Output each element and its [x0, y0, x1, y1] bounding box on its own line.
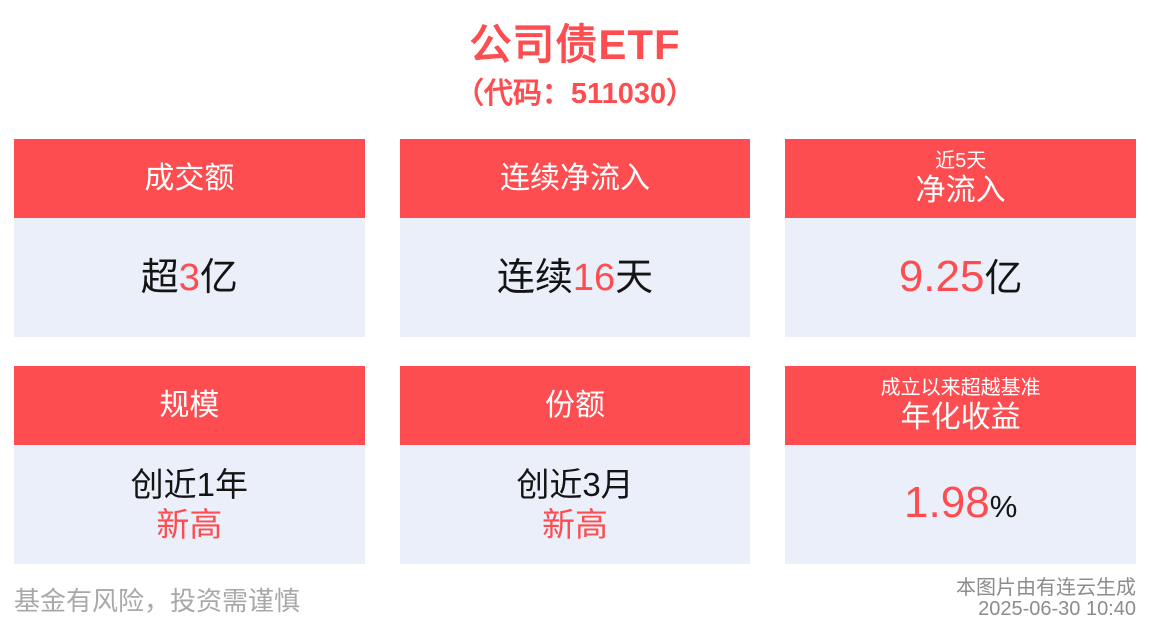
card-shares: 份额 创近3月 新高 — [399, 366, 751, 564]
card-inflow-streak: 连续净流入 连续16天 — [399, 139, 751, 337]
card-shares-value-line1: 创近3月 — [516, 465, 634, 503]
card-turnover-body: 超3亿 — [14, 218, 365, 337]
card-scale-value-line2: 新高 — [156, 505, 223, 543]
card-shares-value-line2: 新高 — [541, 505, 608, 543]
card-turnover-header: 成交额 — [14, 139, 365, 218]
risk-disclaimer: 基金有风险，投资需谨慎 — [14, 586, 301, 616]
value-prefix: 超 — [140, 256, 179, 299]
card-inflow-streak-body: 连续16天 — [399, 218, 751, 337]
card-inflow-5d-value: 9.25亿 — [899, 252, 1023, 304]
card-annualized-return-title: 年化收益 — [900, 400, 1021, 434]
card-shares-header: 份额 — [399, 366, 751, 445]
card-scale-header: 规模 — [14, 366, 365, 445]
card-shares-body: 创近3月 新高 — [399, 445, 751, 564]
card-turnover: 成交额 超3亿 — [14, 139, 365, 337]
value-suffix: 亿 — [199, 256, 238, 299]
value-suffix: 天 — [615, 256, 654, 299]
value-prefix: 连续 — [496, 256, 573, 299]
stat-card-grid: 成交额 超3亿 连续净流入 连续16天 近5天 净流入 — [14, 139, 1136, 564]
card-inflow-5d: 近5天 净流入 9.25亿 — [785, 139, 1136, 337]
card-scale-body: 创近1年 新高 — [14, 445, 365, 564]
page-title: 公司债ETF — [469, 21, 681, 68]
card-shares-title: 份额 — [544, 388, 605, 422]
card-inflow-5d-subtitle: 近5天 — [935, 149, 987, 172]
card-inflow-streak-header: 连续净流入 — [399, 139, 751, 218]
card-scale-title: 规模 — [159, 388, 220, 422]
generator-source: 本图片由有连云生成 — [956, 577, 1136, 599]
value-highlight: 9.25 — [898, 251, 985, 301]
value-highlight: 16 — [572, 256, 616, 299]
card-annualized-return-value: 1.98% — [904, 478, 1017, 532]
card-annualized-return-body: 1.98% — [785, 445, 1136, 564]
card-annualized-return-subtitle: 成立以来超越基准 — [880, 376, 1041, 399]
fund-code-subtitle: （代码：511030） — [454, 78, 696, 110]
value-highlight: 1.98 — [904, 477, 990, 527]
card-annualized-return: 成立以来超越基准 年化收益 1.98% — [785, 366, 1136, 564]
generated-timestamp: 2025-06-30 10:40 — [978, 598, 1136, 620]
value-highlight: 3 — [178, 256, 200, 299]
value-suffix: % — [989, 488, 1018, 524]
card-turnover-title: 成交额 — [144, 161, 235, 195]
card-turnover-value: 超3亿 — [141, 256, 238, 300]
card-inflow-5d-title: 净流入 — [915, 173, 1006, 207]
card-inflow-5d-header: 近5天 净流入 — [785, 139, 1136, 218]
card-inflow-streak-title: 连续净流入 — [499, 161, 650, 195]
value-suffix: 亿 — [984, 257, 1023, 300]
card-scale-value-line1: 创近1年 — [130, 465, 248, 503]
card-inflow-streak-value: 连续16天 — [497, 256, 653, 300]
card-inflow-5d-body: 9.25亿 — [785, 218, 1136, 337]
card-scale: 规模 创近1年 新高 — [14, 366, 365, 564]
card-annualized-return-header: 成立以来超越基准 年化收益 — [785, 366, 1136, 445]
generator-credit: 本图片由有连云生成 2025-06-30 10:40 — [956, 578, 1136, 620]
